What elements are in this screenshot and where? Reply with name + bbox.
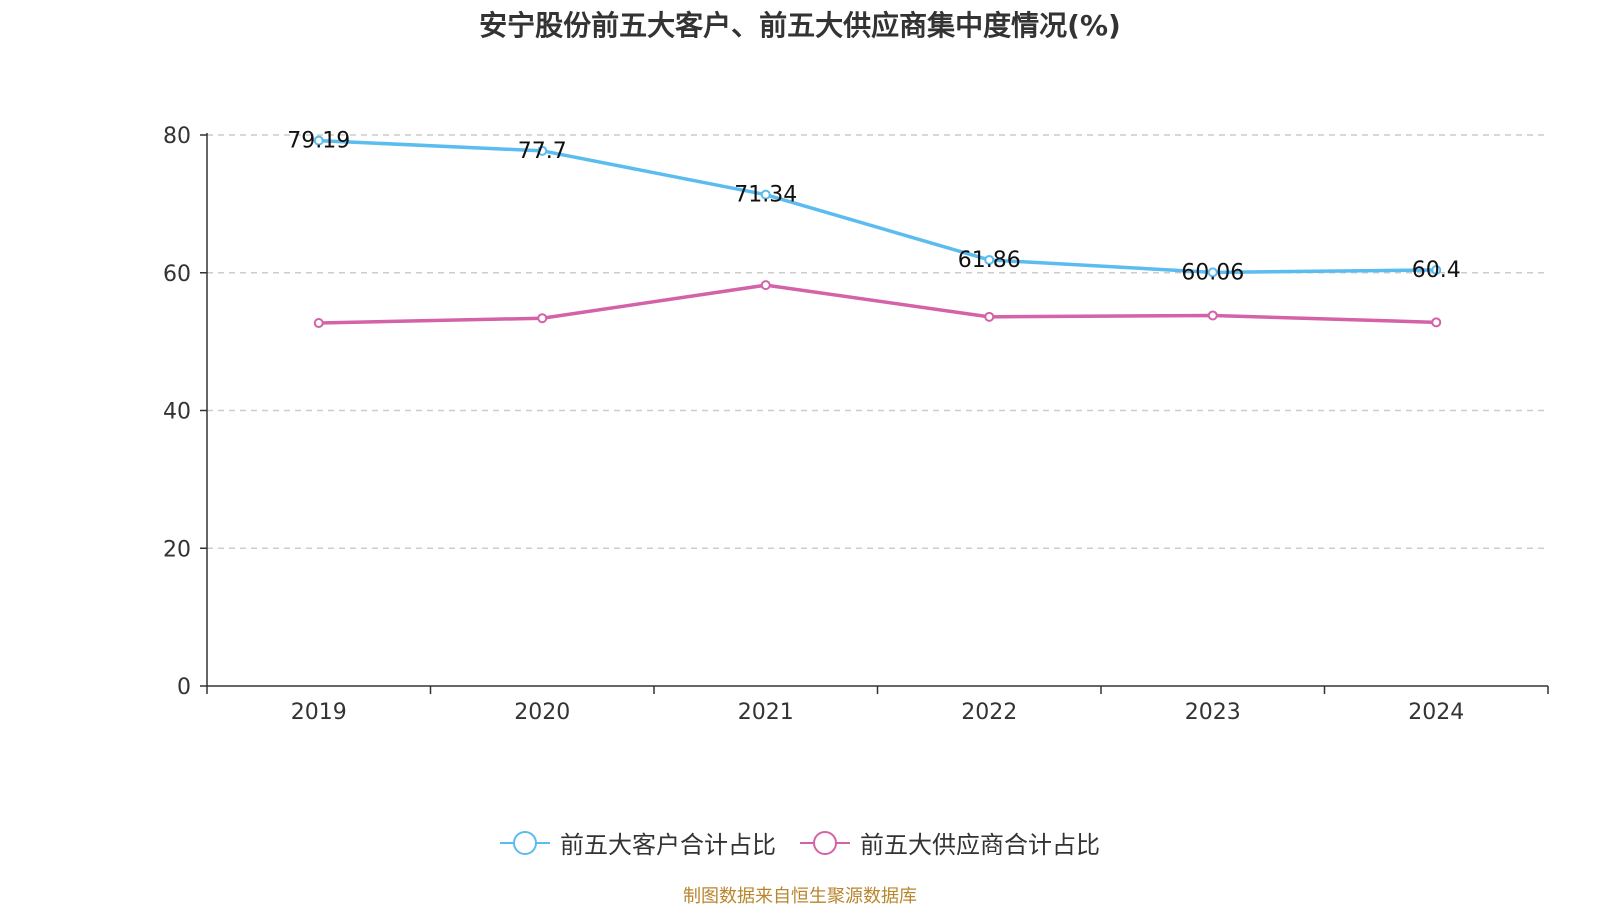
legend-item-suppliers[interactable]: 前五大供应商合计占比 [800, 825, 1100, 860]
legend-swatch-suppliers-icon [800, 830, 850, 855]
x-tick-label-2021: 2021 [738, 700, 794, 725]
x-tick-label-2024: 2024 [1408, 700, 1464, 725]
series-0-point-2021 [760, 189, 771, 200]
y-tick-label-0: 0 [177, 675, 191, 700]
y-tick-label-80: 80 [163, 124, 191, 149]
source-note: 制图数据来自恒生聚源数据库 [683, 886, 917, 907]
y-tick-label-20: 20 [163, 537, 191, 562]
series-line-0 [318, 138, 1437, 275]
series-0-point-2023 [1207, 267, 1218, 278]
data-label-0-2019: 79.19 [287, 129, 350, 154]
series-0-point-2019 [313, 135, 324, 146]
series-0-point-2024 [1431, 264, 1442, 275]
legend: 前五大客户合计占比 前五大供应商合计占比 [0, 825, 1600, 860]
data-label-0-2021: 71.34 [734, 183, 797, 208]
axis-layer: 0 20 40 60 80 2019 2020 2021 2022 2023 2024 [163, 124, 1549, 725]
legend-swatch-customers-icon [500, 830, 550, 855]
data-label-0-2022: 61.86 [958, 248, 1021, 273]
series-1-point-2021 [760, 280, 771, 291]
chart-title: 安宁股份前五大客户、前五大供应商集中度情况(%) [479, 9, 1121, 42]
y-tick-label-60: 60 [163, 262, 191, 287]
x-tick-label-2023: 2023 [1185, 700, 1241, 725]
data-label-0-2023: 60.06 [1181, 260, 1244, 285]
data-label-0-2020: 77.7 [518, 139, 567, 164]
data-label-0-2024: 60.4 [1412, 258, 1461, 283]
legend-label-suppliers: 前五大供应商合计占比 [860, 831, 1100, 859]
x-tick-label-2022: 2022 [961, 700, 1017, 725]
series-line-1 [318, 283, 1437, 325]
series-1-point-2023 [1207, 310, 1218, 321]
y-tick-label-40: 40 [163, 400, 191, 425]
legend-item-customers[interactable]: 前五大客户合计占比 [500, 825, 776, 860]
series-0-point-2022 [984, 254, 995, 265]
x-tick-label-2020: 2020 [514, 700, 570, 725]
series-1-point-2024 [1431, 317, 1442, 328]
series-1-point-2020 [537, 313, 548, 324]
series-0-point-2020 [537, 145, 548, 156]
series-layer [313, 135, 1442, 329]
series-1-point-2019 [313, 318, 324, 329]
grid-layer [207, 134, 1548, 549]
x-tick-label-2019: 2019 [291, 700, 347, 725]
series-1-point-2022 [984, 311, 995, 322]
legend-label-customers: 前五大客户合计占比 [560, 831, 776, 859]
label-layer: 79.19 77.7 71.34 61.86 60.06 60.4 [287, 129, 1460, 286]
